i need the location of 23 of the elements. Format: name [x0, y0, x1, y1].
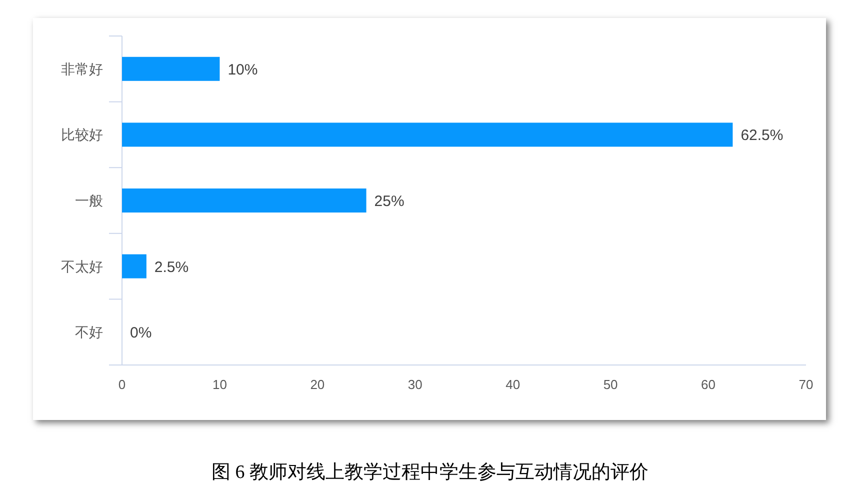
x-tick-label: 30: [408, 377, 422, 392]
x-tick-label: 50: [603, 377, 618, 392]
bar: [122, 122, 733, 147]
data-label: 10%: [228, 61, 258, 78]
data-label: 62.5%: [740, 127, 784, 144]
caption: 图 6 教师对线上教学过程中学生参与互动情况的评价: [212, 462, 648, 483]
x-tick-label: 10: [212, 377, 227, 392]
bar: [122, 188, 366, 213]
x-tick-label: 20: [310, 377, 325, 392]
y-tick-label: 非常好: [61, 60, 103, 77]
data-label: 2.5%: [154, 258, 189, 276]
y-tick-label: 不好: [75, 324, 103, 340]
data-label: 0%: [130, 324, 152, 342]
x-tick-label: 60: [701, 377, 716, 392]
bar: [122, 254, 146, 278]
y-tick-label: 一般: [75, 192, 103, 208]
x-tick-label: 40: [506, 377, 520, 392]
y-tick-label: 不太好: [61, 258, 103, 274]
x-tick-label: 0: [118, 377, 126, 392]
x-tick-label: 70: [798, 377, 814, 392]
data-label: 25%: [374, 193, 404, 210]
y-tick-label: 比较好: [61, 126, 103, 143]
bar: [122, 56, 220, 81]
